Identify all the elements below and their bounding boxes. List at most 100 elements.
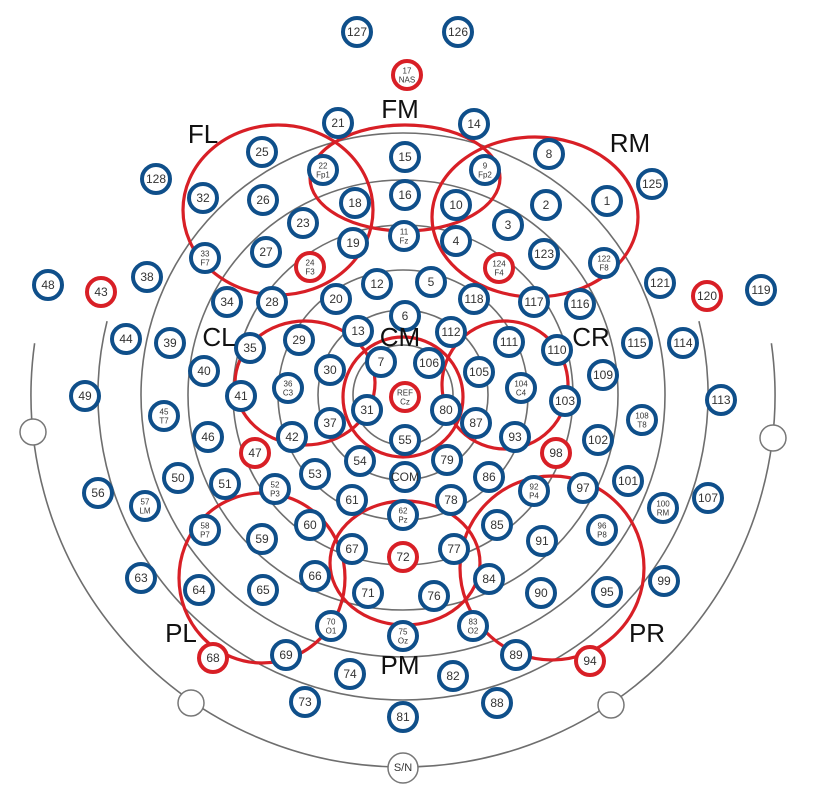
electrode-number: 14 — [467, 117, 481, 131]
electrode-number: 67 — [345, 542, 359, 556]
electrode-number: 32 — [196, 191, 210, 205]
electrode-number: 4 — [453, 234, 460, 248]
electrode-marker — [246, 523, 278, 555]
electrode-marker — [499, 421, 531, 453]
electrode-47: 47 — [239, 437, 271, 469]
electrode-51: 51 — [209, 468, 241, 500]
electrode-number: 69 — [279, 648, 293, 662]
electrode-marker — [342, 315, 374, 347]
electrode-37: 37 — [314, 407, 346, 439]
electrode-marker — [458, 108, 490, 140]
electrode-number: 100 — [656, 500, 670, 509]
electrode-117: 117 — [518, 286, 550, 318]
electrode-number: 18 — [348, 196, 362, 210]
electrode-number: 44 — [119, 332, 133, 346]
electrode-number: 115 — [627, 336, 646, 350]
sn-label: S/N — [394, 762, 412, 774]
electrode-number: 41 — [234, 389, 248, 403]
electrode-number: 50 — [171, 471, 185, 485]
electrode-6: 6 — [389, 300, 421, 332]
electrode-18: 18 — [339, 187, 371, 219]
electrode-marker — [435, 316, 467, 348]
electrode-65: 65 — [247, 574, 279, 606]
electrode-marker — [287, 207, 319, 239]
electrode-marker — [209, 468, 241, 500]
electrode-marker — [567, 472, 599, 504]
electrode-34: 34 — [211, 286, 243, 318]
electrode-number: 118 — [464, 292, 483, 306]
electrode-number: 106 — [419, 356, 439, 370]
electrode-site-label: T8 — [637, 421, 647, 430]
electrode-marker — [387, 620, 419, 652]
electrode-number: REF — [397, 389, 413, 398]
electrode-number: 31 — [360, 403, 374, 417]
electrode-68: 68 — [197, 642, 229, 674]
electrode-number: 97 — [576, 481, 590, 495]
electrode-number: 70 — [327, 618, 336, 627]
electrode-number: 89 — [509, 648, 523, 662]
electrode-site-label: T7 — [159, 417, 169, 426]
electrode-marker — [647, 492, 679, 524]
electrode-number: 73 — [298, 695, 312, 709]
electrode-46: 46 — [192, 421, 224, 453]
electrode-number: 29 — [292, 333, 306, 347]
electrode-marker — [705, 384, 737, 416]
electrode-number: 60 — [303, 518, 317, 532]
electrode-number: 13 — [351, 324, 365, 338]
electrode-site-label: F8 — [599, 264, 609, 273]
electrode-21: 21 — [322, 107, 354, 139]
electrode-3: 3 — [492, 209, 524, 241]
electrode-number: 33 — [201, 250, 210, 259]
electrode-128: 128 — [140, 163, 172, 195]
electrode-number: 127 — [347, 25, 367, 39]
electrode-marker — [294, 251, 326, 283]
electrode-number: 116 — [570, 297, 589, 311]
electrode-number: 51 — [218, 477, 232, 491]
electrode-marker — [250, 236, 282, 268]
region-label-cm: CM — [380, 322, 420, 352]
electrode-67: 67 — [336, 533, 368, 565]
electrode-number: 119 — [751, 283, 770, 297]
electrode-number: COM — [391, 470, 419, 484]
electrode-marker — [387, 541, 419, 573]
electrode-number: 56 — [91, 486, 105, 500]
electrode-site-label: O2 — [468, 627, 479, 636]
electrode-number: 122 — [597, 255, 611, 264]
electrode-number: 124 — [492, 260, 506, 269]
electrode-number: 2 — [543, 198, 550, 212]
electrode-marker — [483, 252, 515, 284]
electrode-number: 128 — [146, 172, 166, 186]
electrode-113: 113 — [705, 384, 737, 416]
electrode-number: 76 — [427, 589, 441, 603]
electrode-number: 121 — [650, 276, 670, 290]
electrode-marker — [283, 324, 315, 356]
electrode-number: 54 — [353, 454, 367, 468]
electrode-111: 111 — [493, 326, 525, 358]
electrode-number: 26 — [256, 193, 270, 207]
electrode-site-label: Fp2 — [478, 171, 492, 180]
electrode-127: 127 — [341, 16, 373, 48]
electrode-number: 46 — [201, 430, 215, 444]
electrode-marker — [500, 639, 532, 671]
fiducial-marker — [759, 424, 787, 452]
electrode-69: 69 — [270, 639, 302, 671]
electrode-number: 47 — [248, 446, 262, 460]
electrode-marker — [272, 372, 304, 404]
electrode-marker — [691, 280, 723, 312]
electrode-number: 15 — [398, 150, 412, 164]
sn-reference-marker: S/N — [387, 752, 419, 784]
electrode-number: 65 — [256, 583, 270, 597]
electrode-50: 50 — [162, 462, 194, 494]
electrode-marker — [314, 354, 346, 386]
electrode-marker — [162, 462, 194, 494]
electrode-30: 30 — [314, 354, 346, 386]
electrode-marker — [339, 187, 371, 219]
electrode-71: 71 — [352, 577, 384, 609]
electrode-number: 11 — [400, 228, 409, 237]
